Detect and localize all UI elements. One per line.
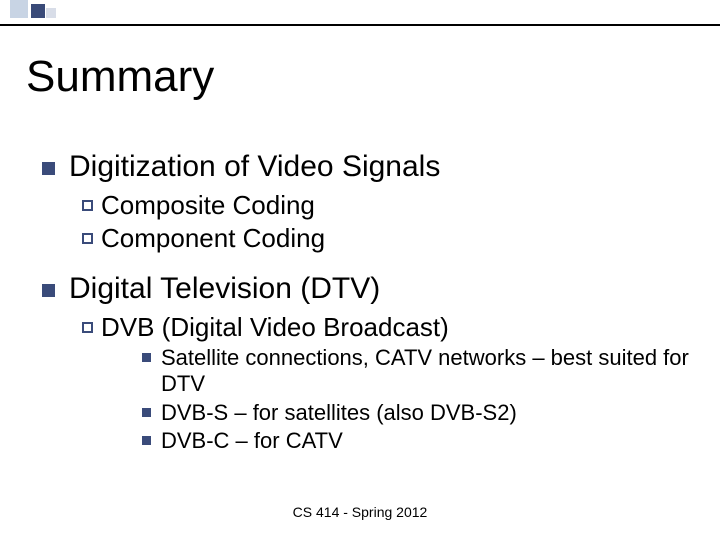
decor-square	[46, 8, 56, 18]
decor-square	[10, 0, 28, 18]
bullet-hollow-icon	[82, 200, 93, 211]
list-item: Component Coding	[82, 223, 690, 254]
decor-square	[31, 4, 45, 18]
item-label: DVB (Digital Video Broadcast)	[101, 312, 449, 343]
item-label: Composite Coding	[101, 190, 315, 221]
item-label: Satellite connections, CATV networks – b…	[161, 345, 690, 398]
corner-decoration	[10, 0, 56, 18]
item-label: DVB-S – for satellites (also DVB-S2)	[161, 400, 517, 426]
slide-footer: CS 414 - Spring 2012	[0, 504, 720, 520]
list-item: DVB-S – for satellites (also DVB-S2)	[142, 400, 690, 426]
bullet-filled-icon	[42, 162, 55, 175]
list-item: DVB (Digital Video Broadcast)	[82, 312, 690, 343]
bullet-hollow-icon	[82, 322, 93, 333]
item-label: Digital Television (DTV)	[69, 272, 380, 306]
slide-content: Digitization of Video Signals Composite …	[42, 150, 690, 457]
list-item: Digital Television (DTV)	[42, 272, 690, 306]
bullet-small-icon	[142, 353, 151, 362]
list-item: Composite Coding	[82, 190, 690, 221]
item-label: Digitization of Video Signals	[69, 150, 440, 184]
item-label: DVB-C – for CATV	[161, 428, 343, 454]
list-item: Digitization of Video Signals	[42, 150, 690, 184]
top-divider	[0, 24, 720, 26]
item-label: Component Coding	[101, 223, 325, 254]
bullet-filled-icon	[42, 284, 55, 297]
list-item: DVB-C – for CATV	[142, 428, 690, 454]
bullet-small-icon	[142, 436, 151, 445]
list-item: Satellite connections, CATV networks – b…	[142, 345, 690, 398]
bullet-small-icon	[142, 408, 151, 417]
bullet-hollow-icon	[82, 233, 93, 244]
slide-title: Summary	[26, 52, 214, 102]
